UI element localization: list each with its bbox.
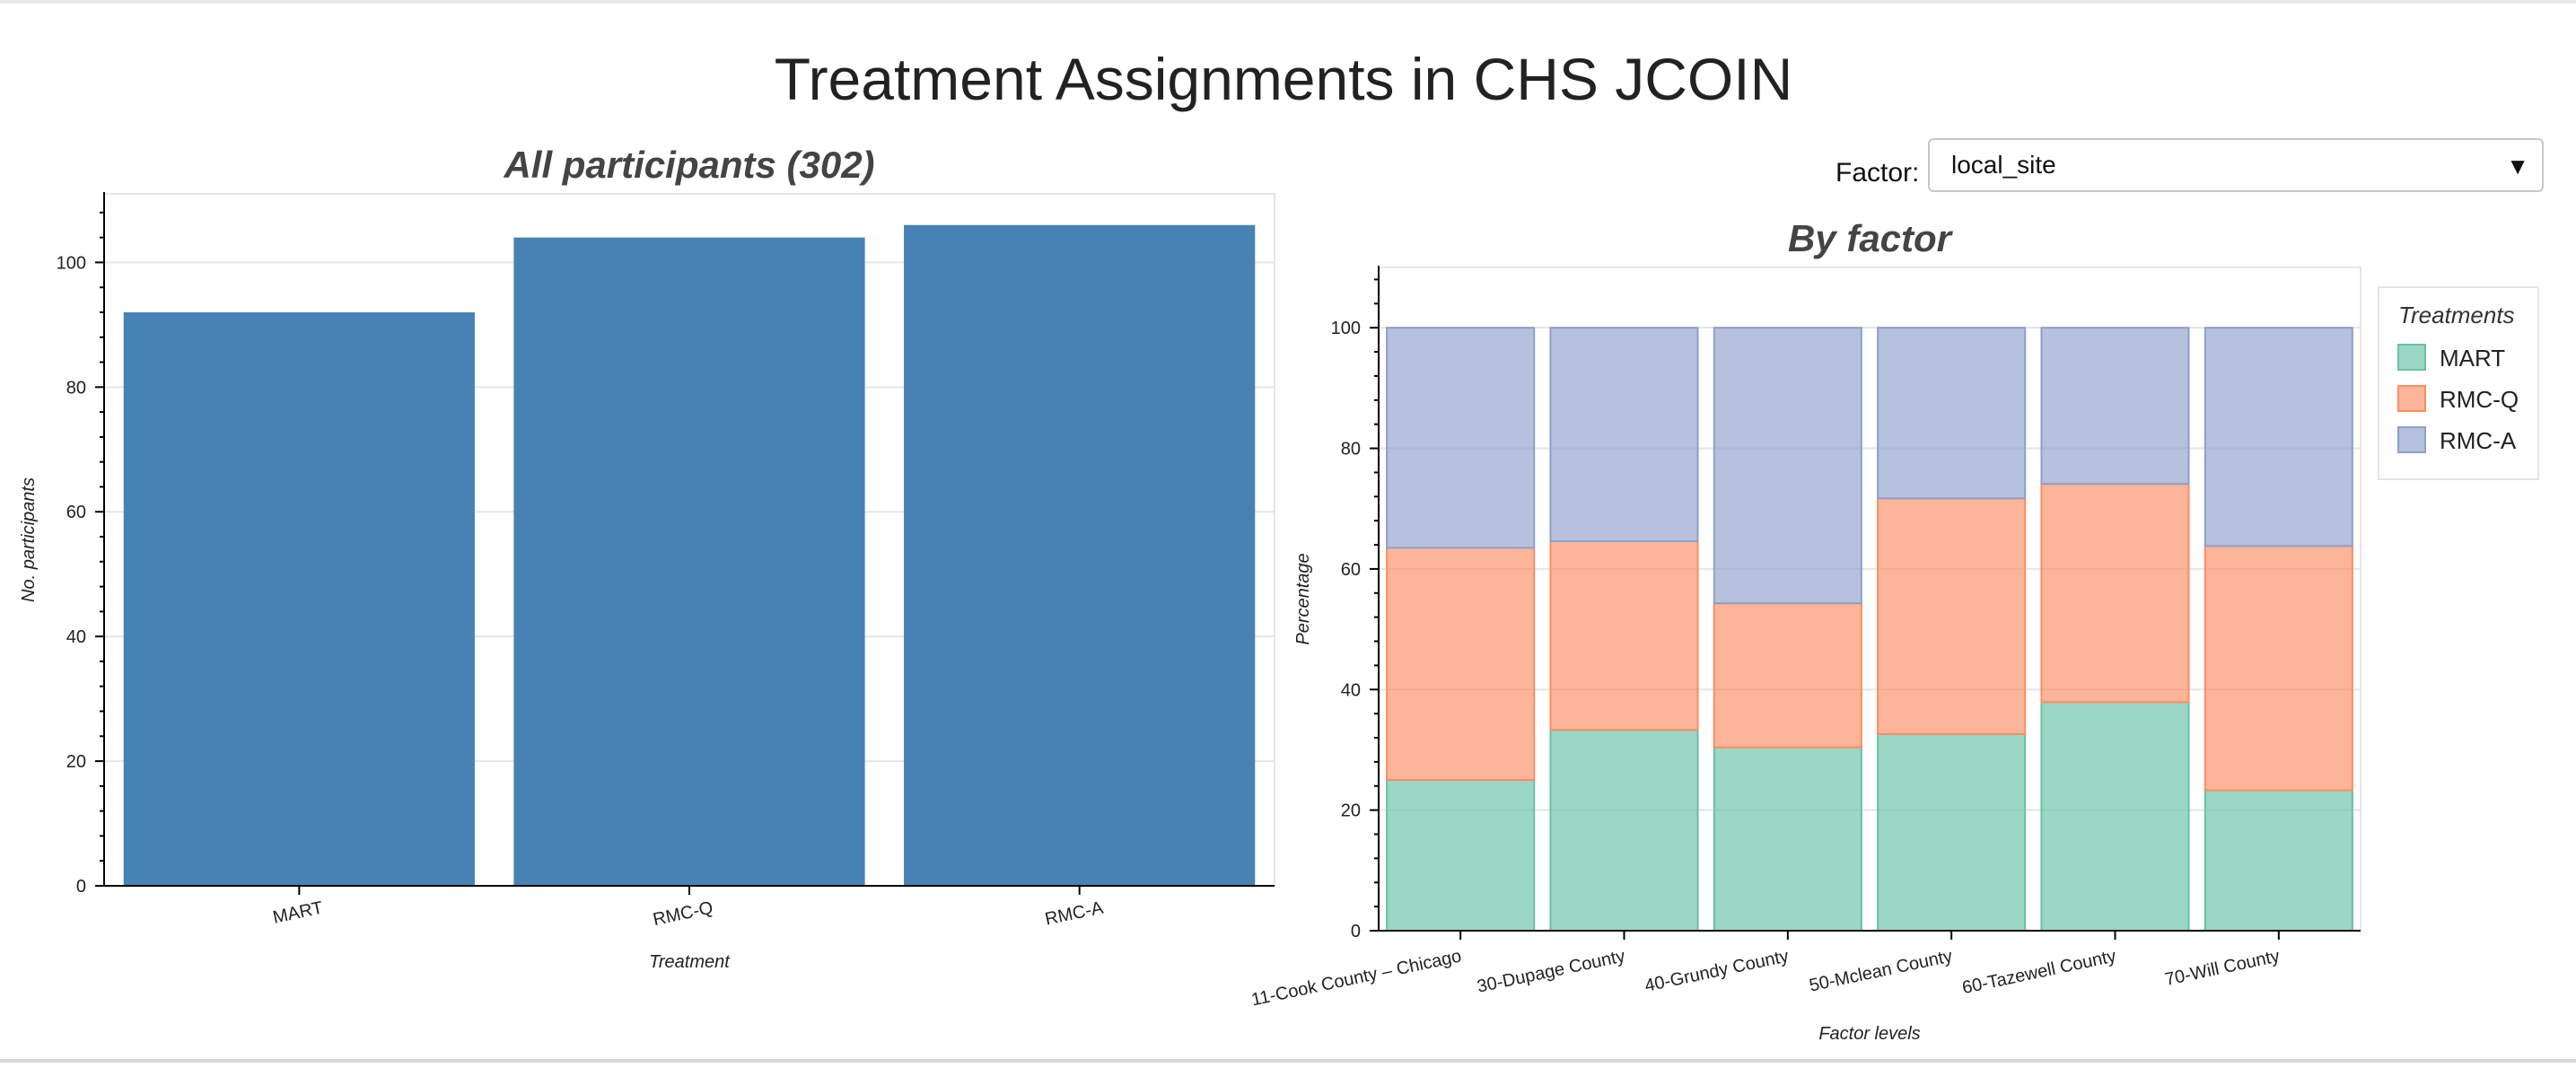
y-tick-label: 60 bbox=[66, 503, 86, 522]
x-axis-label: Treatment bbox=[649, 952, 731, 972]
legend-label: RMC-A bbox=[2440, 427, 2517, 454]
x-tick-label: 60-Tazewell County bbox=[1960, 946, 2117, 998]
bar-mart bbox=[123, 311, 475, 886]
x-tick-label: 70-Will County bbox=[2163, 946, 2282, 990]
legend-title: Treatments bbox=[2398, 302, 2515, 328]
bar-segment-rmc-q bbox=[2204, 545, 2353, 792]
factor-select[interactable]: local_site ▼ bbox=[1928, 138, 2544, 192]
bar-segment-rmc-q bbox=[1549, 540, 1699, 731]
y-tick-label: 100 bbox=[57, 253, 86, 273]
legend-swatch-rmc-a bbox=[2397, 426, 2426, 453]
bar-segment-mart bbox=[2204, 789, 2353, 932]
bar-rmc-q bbox=[513, 237, 865, 887]
factor-label: Factor: bbox=[1836, 158, 1920, 188]
legend-label: MART bbox=[2440, 345, 2505, 372]
bar-segment-mart bbox=[1877, 732, 2027, 932]
y-tick-label: 60 bbox=[1341, 560, 1361, 580]
y-tick-label: 0 bbox=[76, 877, 86, 897]
bar-segment-rmc-a bbox=[2204, 327, 2353, 547]
x-tick-label: RMC-Q bbox=[652, 898, 715, 931]
all-participants-chart: All participants (302) 0 20 40 60 80 100 MART RM… bbox=[19, 144, 1275, 972]
bar-segment-mart bbox=[1713, 746, 1862, 932]
bar-segment-mart bbox=[2040, 701, 2190, 932]
chart-title: All participants (302) bbox=[503, 144, 874, 186]
top-divider bbox=[0, 0, 2576, 4]
x-tick-label: 40-Grundy County bbox=[1643, 946, 1790, 995]
bar-segment-rmc-q bbox=[1713, 602, 1862, 748]
x-tick-label: 50-Mclean County bbox=[1808, 946, 1954, 995]
bar-segment-rmc-a bbox=[2040, 327, 2190, 486]
legend-label: RMC-Q bbox=[2440, 386, 2519, 413]
bar-segment-rmc-q bbox=[1386, 547, 1536, 782]
chart-title: By factor bbox=[1788, 217, 1954, 259]
factor-select-value: local_site bbox=[1951, 151, 2056, 179]
by-factor-chart: By factor 0 20 40 60 80 100 11-Cook County – Ch… bbox=[1249, 217, 2539, 1044]
y-tick-label: 80 bbox=[66, 378, 86, 398]
x-tick-label: 30-Dupage County bbox=[1476, 946, 1627, 996]
bar-segment-mart bbox=[1386, 779, 1536, 932]
y-tick-label: 40 bbox=[1341, 680, 1361, 700]
x-tick-label: RMC-A bbox=[1043, 897, 1105, 929]
bottom-divider bbox=[0, 1059, 2576, 1063]
x-tick-label: 11-Cook County – Chicago bbox=[1249, 946, 1463, 1010]
bar-segment-rmc-q bbox=[1877, 497, 2027, 735]
legend-swatch-mart bbox=[2397, 344, 2426, 371]
bar-segment-rmc-a bbox=[1713, 327, 1862, 605]
y-tick-label: 80 bbox=[1341, 440, 1361, 460]
y-tick-label: 20 bbox=[1341, 801, 1361, 821]
x-axis-label: Factor levels bbox=[1818, 1024, 1920, 1044]
y-axis-label: No. participants bbox=[19, 477, 39, 602]
bar-segment-rmc-a bbox=[1549, 327, 1699, 543]
page-title: Treatment Assignments in CHS JCOIN bbox=[774, 46, 1793, 112]
bar-segment-mart bbox=[1549, 729, 1699, 932]
y-tick-label: 100 bbox=[1331, 319, 1361, 338]
y-tick-label: 40 bbox=[66, 627, 86, 647]
x-tick-label: MART bbox=[271, 898, 325, 928]
bar-segment-rmc-a bbox=[1877, 327, 2027, 500]
y-axis-label: Percentage bbox=[1293, 553, 1313, 644]
bar-segment-rmc-q bbox=[2040, 483, 2190, 704]
bar-segment-rmc-a bbox=[1386, 327, 1536, 549]
y-tick-label: 20 bbox=[66, 752, 86, 772]
y-tick-label: 0 bbox=[1351, 922, 1361, 941]
bar-rmc-a bbox=[904, 224, 1256, 886]
legend-swatch-rmc-q bbox=[2397, 385, 2426, 412]
chevron-down-icon: ▼ bbox=[2506, 153, 2529, 179]
